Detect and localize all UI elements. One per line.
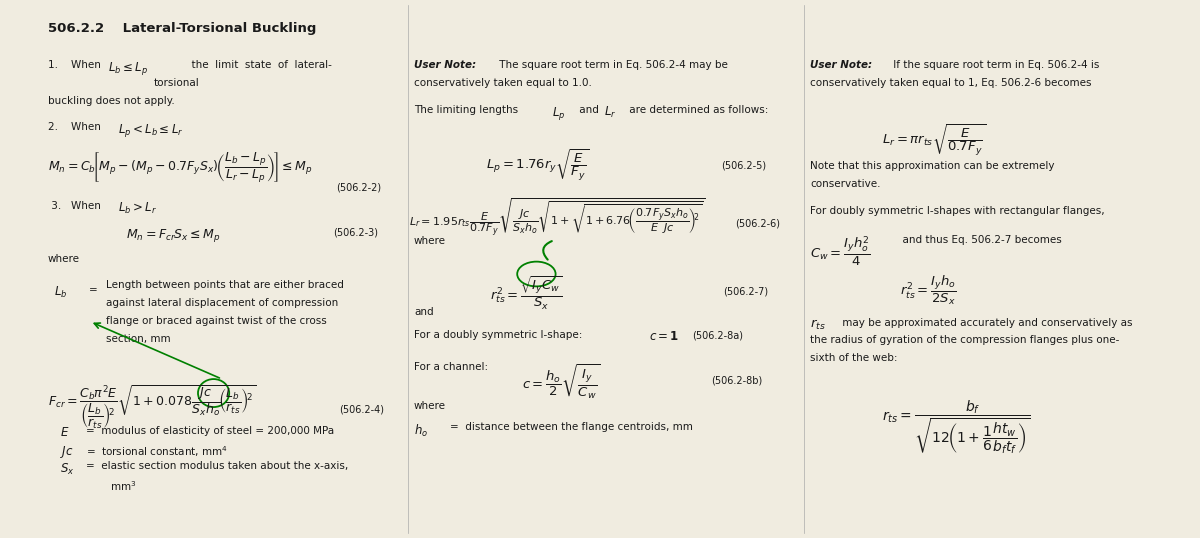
Text: $L_r = 1.95r_{ts}\dfrac{E}{0.7F_y}\sqrt{\dfrac{Jc}{S_xh_o}\sqrt{1+\sqrt{1+6.76\!: $L_r = 1.95r_{ts}\dfrac{E}{0.7F_y}\sqrt{… xyxy=(409,197,706,239)
Text: User Note:: User Note: xyxy=(810,60,872,70)
Text: (506.2-8b): (506.2-8b) xyxy=(712,376,763,386)
Text: $C_w = \dfrac{I_yh_o^2}{4}$: $C_w = \dfrac{I_yh_o^2}{4}$ xyxy=(810,234,871,268)
Text: $L_r$: $L_r$ xyxy=(604,105,616,120)
Text: For a doubly symmetric I-shape:: For a doubly symmetric I-shape: xyxy=(414,330,589,340)
Text: Note that this approximation can be extremely: Note that this approximation can be extr… xyxy=(810,161,1055,172)
Text: 2.    When: 2. When xyxy=(48,123,110,132)
Text: may be approximated accurately and conservatively as: may be approximated accurately and conse… xyxy=(839,317,1133,328)
Text: =  modulus of elasticity of steel = 200,000 MPa: = modulus of elasticity of steel = 200,0… xyxy=(86,426,335,436)
Text: 1.    When: 1. When xyxy=(48,60,107,70)
Text: $F_{cr} = \dfrac{C_b\pi^2 E}{\left(\dfrac{L_b}{r_{ts}}\right)^{\!2}}\sqrt{1+0.07: $F_{cr} = \dfrac{C_b\pi^2 E}{\left(\dfra… xyxy=(48,384,257,431)
Text: and thus Eq. 506.2-7 becomes: and thus Eq. 506.2-7 becomes xyxy=(896,235,1062,245)
Text: (506.2-7): (506.2-7) xyxy=(724,287,769,297)
Text: sixth of the web:: sixth of the web: xyxy=(810,353,898,363)
Text: =  distance between the flange centroids, mm: = distance between the flange centroids,… xyxy=(450,422,692,433)
Text: section, mm: section, mm xyxy=(106,334,170,344)
Text: flange or braced against twist of the cross: flange or braced against twist of the cr… xyxy=(106,316,326,326)
Text: $M_n = F_{cr}S_x \leq M_p$: $M_n = F_{cr}S_x \leq M_p$ xyxy=(126,227,221,244)
Text: $M_n = C_b\!\left[M_p - (M_p - 0.7F_yS_x)\!\left(\dfrac{L_b-L_p}{L_r-L_p}\right): $M_n = C_b\!\left[M_p - (M_p - 0.7F_yS_x… xyxy=(48,151,313,185)
Text: where: where xyxy=(414,401,446,411)
Text: $r_{ts}^2 = \dfrac{\sqrt{I_y C_w}}{S_x}$: $r_{ts}^2 = \dfrac{\sqrt{I_y C_w}}{S_x}$ xyxy=(490,275,562,312)
Text: torsional: torsional xyxy=(154,78,199,88)
Text: conservatively taken equal to 1.0.: conservatively taken equal to 1.0. xyxy=(414,78,592,88)
Text: $Jc$: $Jc$ xyxy=(60,444,73,460)
Text: $L_b \leq L_p$: $L_b \leq L_p$ xyxy=(108,60,148,77)
Text: $L_r = \pi r_{ts}\sqrt{\dfrac{E}{0.7F_y}}$: $L_r = \pi r_{ts}\sqrt{\dfrac{E}{0.7F_y}… xyxy=(882,123,986,158)
Text: The limiting lengths: The limiting lengths xyxy=(414,105,521,115)
Text: Length between points that are either braced: Length between points that are either br… xyxy=(106,280,343,291)
Text: 3.   When: 3. When xyxy=(48,201,107,210)
Text: For doubly symmetric I-shapes with rectangular flanges,: For doubly symmetric I-shapes with recta… xyxy=(810,206,1105,216)
Text: and: and xyxy=(576,105,602,115)
Text: conservative.: conservative. xyxy=(810,179,881,189)
Text: $L_b > L_r$: $L_b > L_r$ xyxy=(118,201,156,216)
Text: are determined as follows:: are determined as follows: xyxy=(626,105,769,115)
Text: (506.2-2): (506.2-2) xyxy=(336,183,382,193)
Text: $r_{ts} = \dfrac{b_f}{\sqrt{12\!\left(1+\dfrac{1}{6}\dfrac{ht_w}{b_ft_f}\right)}: $r_{ts} = \dfrac{b_f}{\sqrt{12\!\left(1+… xyxy=(882,398,1030,456)
Text: mm$^3$: mm$^3$ xyxy=(110,479,137,493)
Text: $\boldsymbol{r_{ts}}$: $\boldsymbol{r_{ts}}$ xyxy=(810,317,826,332)
Text: (506.2-6): (506.2-6) xyxy=(736,218,781,229)
Text: (506.2-3): (506.2-3) xyxy=(334,227,379,237)
Text: $E$: $E$ xyxy=(60,426,70,439)
Text: where: where xyxy=(414,236,446,246)
Text: conservatively taken equal to 1, Eq. 506.2-6 becomes: conservatively taken equal to 1, Eq. 506… xyxy=(810,78,1092,88)
Text: $L_p = 1.76r_y\sqrt{\dfrac{E}{F_y}}$: $L_p = 1.76r_y\sqrt{\dfrac{E}{F_y}}$ xyxy=(486,147,589,182)
Text: where: where xyxy=(48,254,80,264)
Text: buckling does not apply.: buckling does not apply. xyxy=(48,96,175,106)
Text: $r_{ts}^2 = \dfrac{I_yh_o}{2S_x}$: $r_{ts}^2 = \dfrac{I_yh_o}{2S_x}$ xyxy=(900,273,956,307)
Text: User Note:: User Note: xyxy=(414,60,476,70)
Text: =  torsional constant, mm$^4$: = torsional constant, mm$^4$ xyxy=(86,444,228,458)
Text: and: and xyxy=(414,307,433,317)
Text: =: = xyxy=(89,285,97,295)
Text: $c = \dfrac{h_o}{2}\sqrt{\dfrac{I_y}{C_w}}$: $c = \dfrac{h_o}{2}\sqrt{\dfrac{I_y}{C_w… xyxy=(522,362,600,401)
Text: against lateral displacement of compression: against lateral displacement of compress… xyxy=(106,298,338,308)
Text: For a channel:: For a channel: xyxy=(414,362,498,372)
Text: (506.2-8a): (506.2-8a) xyxy=(692,330,744,340)
Text: 506.2.2    Lateral-Torsional Buckling: 506.2.2 Lateral-Torsional Buckling xyxy=(48,22,317,34)
Text: =  elastic section modulus taken about the x-axis,: = elastic section modulus taken about th… xyxy=(86,462,349,471)
Text: $c = \mathbf{1}$: $c = \mathbf{1}$ xyxy=(649,330,679,343)
Text: (506.2-5): (506.2-5) xyxy=(721,161,767,171)
Text: the radius of gyration of the compression flanges plus one-: the radius of gyration of the compressio… xyxy=(810,336,1120,345)
Text: $L_p < L_b \leq L_r$: $L_p < L_b \leq L_r$ xyxy=(118,123,184,139)
Text: If the square root term in Eq. 506.2-4 is: If the square root term in Eq. 506.2-4 i… xyxy=(890,60,1099,70)
Text: the  limit  state  of  lateral-: the limit state of lateral- xyxy=(185,60,331,70)
Text: $h_o$: $h_o$ xyxy=(414,422,428,438)
Text: (506.2-4): (506.2-4) xyxy=(340,405,384,415)
Text: $S_x$: $S_x$ xyxy=(60,462,74,477)
Text: The square root term in Eq. 506.2-4 may be: The square root term in Eq. 506.2-4 may … xyxy=(496,60,727,70)
Text: $L_p$: $L_p$ xyxy=(552,105,565,122)
Text: $L_b$: $L_b$ xyxy=(54,285,67,300)
